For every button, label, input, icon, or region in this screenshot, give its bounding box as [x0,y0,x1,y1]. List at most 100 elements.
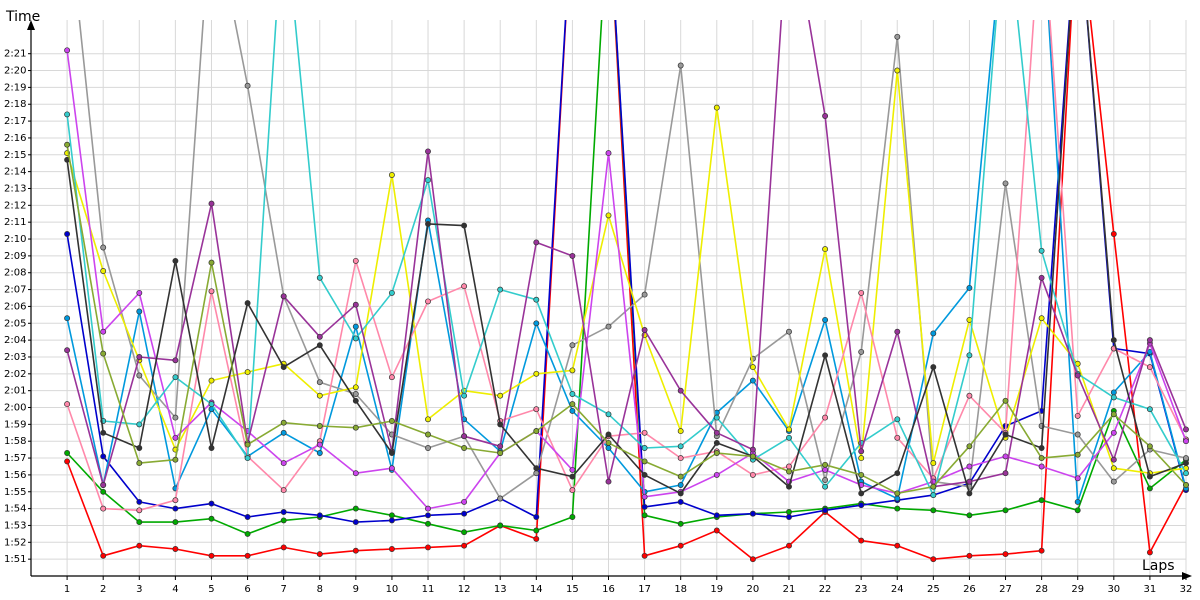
data-point [352,397,359,404]
data-point [497,450,504,456]
data-point [569,407,576,414]
data-point [244,82,251,89]
data-point [786,468,792,475]
data-point [244,514,251,520]
data-point [208,552,215,559]
data-point [100,505,107,512]
series-group [64,20,1189,563]
data-point [822,477,829,483]
y-tick-label: 1:56 [4,470,26,481]
data-point [822,483,829,490]
data-point [64,315,71,322]
data-point [100,488,107,495]
data-point [64,347,71,354]
data-point [786,542,792,549]
data-point [786,514,792,520]
data-point [461,283,468,290]
data-point [533,239,540,246]
series-line [64,20,1189,537]
x-tick-label: 7 [280,584,286,595]
x-tick-label: 11 [422,584,435,595]
data-point [388,172,395,178]
data-point [966,352,973,359]
data-point [280,293,287,300]
data-point [749,364,756,371]
data-point [425,220,431,227]
data-point [497,392,504,399]
data-point [641,471,648,478]
data-point [966,478,973,485]
data-point [100,244,107,251]
x-tick-label: 29 [1071,584,1084,595]
data-point [388,512,395,519]
x-tick-label: 10 [386,584,399,595]
data-point [569,514,576,520]
data-point [64,47,71,54]
x-tick-label: 17 [638,584,651,595]
data-point [1074,372,1081,379]
data-point [352,519,359,526]
data-point [136,507,143,514]
data-point [533,465,540,472]
data-point [1074,507,1081,514]
data-point [497,421,504,428]
data-point [1038,463,1045,470]
data-point [352,505,359,512]
data-point [569,466,576,473]
data-point [352,391,359,397]
data-point [641,445,648,451]
data-point [425,416,431,423]
y-tick-label: 2:06 [4,301,26,312]
data-point [1002,180,1009,187]
data-point [1038,455,1045,462]
y-tick-label: 1:54 [4,504,26,515]
data-point [64,401,71,408]
y-tick-label: 2:09 [4,251,26,262]
y-tick-label: 2:20 [4,66,26,77]
y-tick-label: 2:04 [4,335,26,346]
data-point [569,252,576,259]
x-axis-arrow-icon [1182,572,1192,580]
data-point [497,443,504,450]
y-tick-label: 1:53 [4,520,26,531]
data-point [858,289,865,296]
data-point [533,535,540,542]
data-point [858,455,865,462]
data-point [930,330,937,337]
data-point [425,431,431,438]
data-point [677,482,684,488]
data-point [930,507,937,514]
data-point [208,445,215,451]
data-point [64,458,71,465]
data-point [894,495,901,502]
data-point [569,401,576,408]
data-point [605,439,612,446]
data-point [966,392,973,399]
data-point [352,470,359,477]
data-point [533,406,540,413]
x-tick-label: 15 [566,584,579,595]
data-point [966,284,973,291]
data-point [966,316,973,323]
data-point [677,455,684,462]
data-point [100,429,107,436]
data-point [100,350,107,357]
x-tick-label: 13 [494,584,507,595]
data-point [100,482,107,488]
data-point [858,502,865,509]
data-point [388,374,395,381]
data-point [136,542,143,549]
x-tick-label: 19 [710,584,723,595]
data-point [64,450,71,456]
x-tick-label: 4 [172,584,178,595]
data-point [533,296,540,303]
data-point [316,512,323,519]
data-point [425,445,431,451]
data-point [822,414,829,421]
y-tick-label: 2:10 [4,234,26,245]
data-point [208,200,215,207]
data-point [425,148,431,155]
data-point [786,483,792,490]
data-point [136,460,143,467]
data-point [930,556,937,563]
